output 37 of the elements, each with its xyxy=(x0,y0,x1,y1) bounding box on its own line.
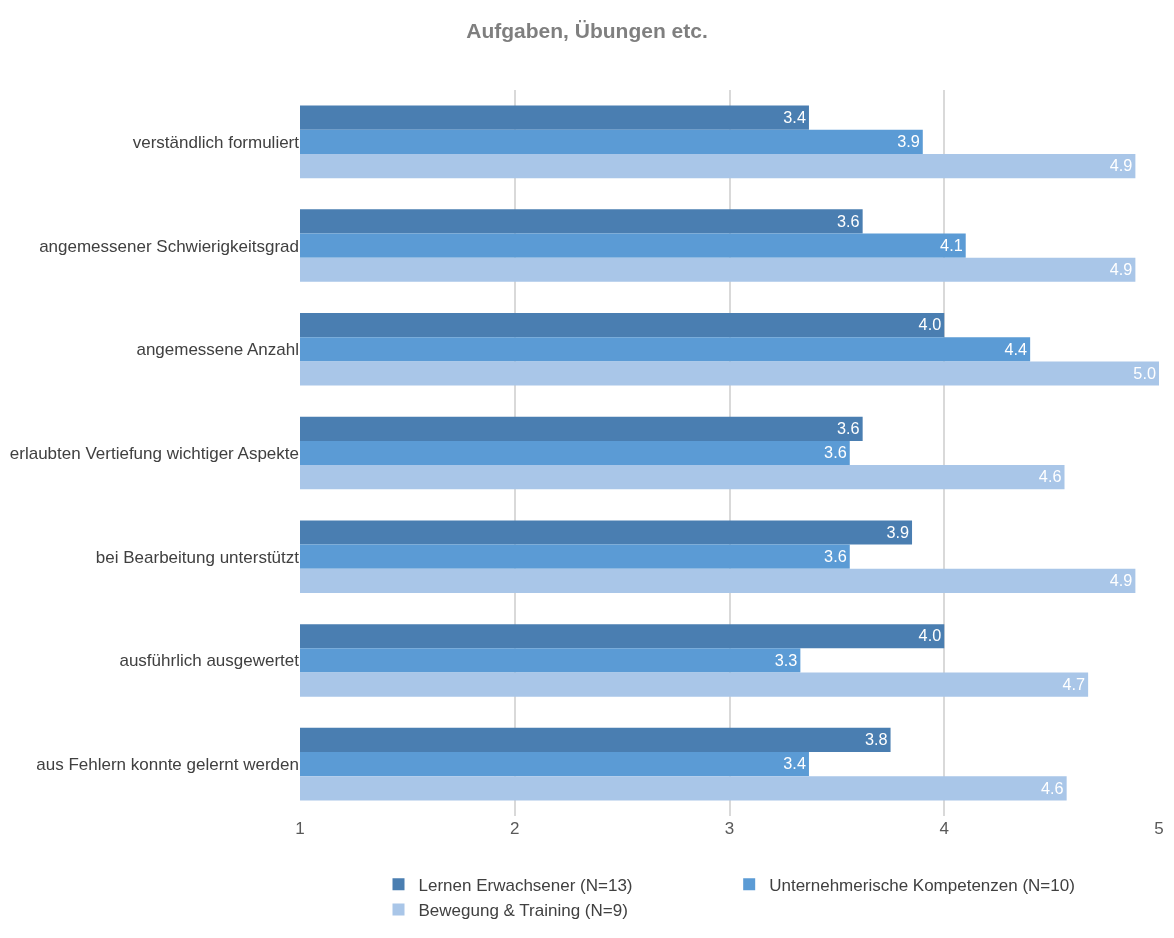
data-label: 4.0 xyxy=(918,315,942,334)
data-label: 3.6 xyxy=(824,443,847,462)
y-tick-label: aus Fehlern konnte gelernt werden xyxy=(36,755,299,775)
data-label: 5.0 xyxy=(1133,363,1156,382)
y-tick-label: bei Bearbeitung unterstützt xyxy=(95,547,300,567)
data-label: 4.9 xyxy=(1109,156,1133,175)
data-label: 4.9 xyxy=(1109,571,1133,590)
data-label: 3.8 xyxy=(864,730,888,749)
data-label: 3.9 xyxy=(886,522,910,541)
x-tick-label: 2 xyxy=(510,819,520,838)
data-label: 4.9 xyxy=(1109,260,1133,279)
y-tick-label: ausführlich ausgewertet xyxy=(119,651,300,671)
x-tick-label: 3 xyxy=(724,819,735,838)
y-tick-label: angemessene Anzahl xyxy=(136,340,299,360)
data-label: 4.1 xyxy=(940,235,963,254)
data-label: 4.6 xyxy=(1041,778,1064,797)
data-label: 4.0 xyxy=(918,626,942,645)
data-label: 3.6 xyxy=(837,211,860,230)
data-label: 3.4 xyxy=(783,754,806,773)
data-label: 3.4 xyxy=(783,107,806,126)
data-label: 3.6 xyxy=(837,419,860,438)
data-label: 4.4 xyxy=(1004,339,1028,358)
y-tick-label: verständlich formuliert xyxy=(132,132,300,152)
data-label: 4.6 xyxy=(1038,467,1062,486)
data-label: 3.3 xyxy=(774,650,798,669)
legend-label: Lernen Erwachsener (N=13) xyxy=(418,876,633,895)
chart-title: Aufgaben, Übungen etc. xyxy=(466,19,708,43)
legend-label: Bewegung & Training (N=9) xyxy=(418,901,628,921)
x-tick-label: 4 xyxy=(939,819,949,838)
legend-label: Unternehmerische Kompetenzen (N=10) xyxy=(769,876,1075,895)
y-tick-label: angemessener Schwierigkeitsgrad xyxy=(39,236,299,256)
data-label: 4.7 xyxy=(1062,674,1086,693)
x-tick-label: 1 xyxy=(295,819,305,838)
data-label: 3.6 xyxy=(824,546,847,565)
x-tick-label: 5 xyxy=(1154,819,1164,838)
data-label: 3.9 xyxy=(897,132,920,151)
y-tick-label: erlaubten Vertiefung wichtiger Aspekte xyxy=(9,443,299,463)
